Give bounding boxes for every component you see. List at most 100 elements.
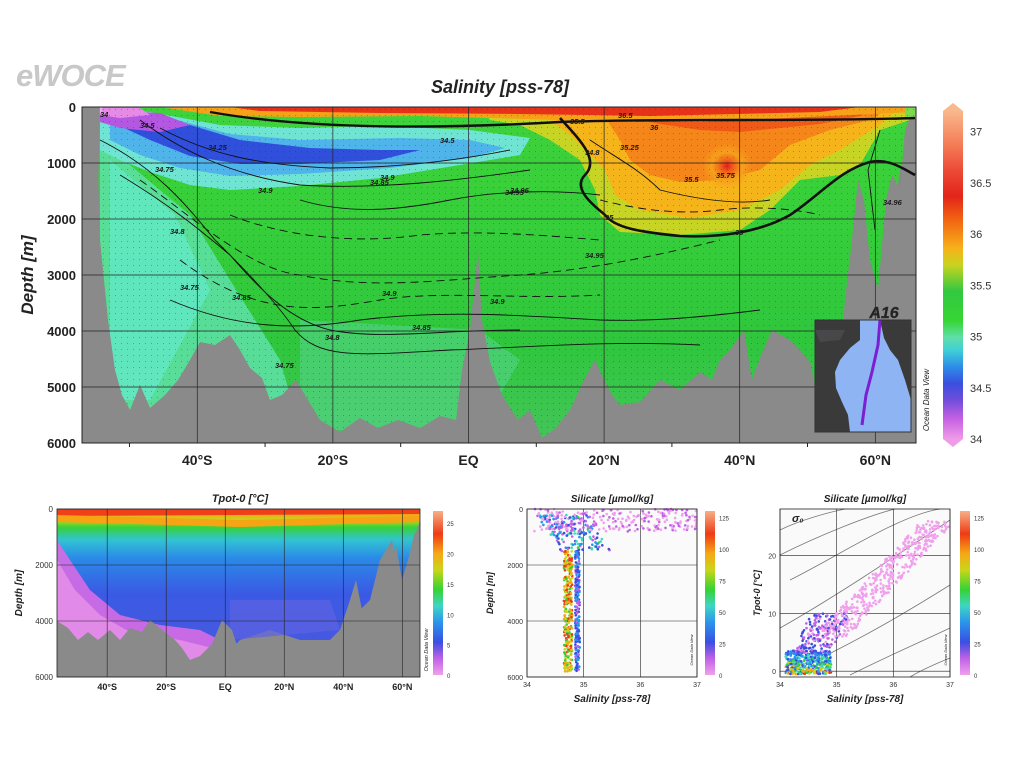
main-y-tick-label: 6000 [47, 436, 76, 451]
ts-point [927, 538, 930, 542]
ds-point [570, 565, 574, 568]
main-colorbar-tick: 36 [970, 229, 982, 241]
ts-point [824, 659, 828, 663]
ts-point [797, 666, 800, 670]
ds-point [563, 648, 567, 651]
ds-point [558, 525, 561, 529]
ts-point [879, 582, 883, 585]
svg-text:34.9: 34.9 [490, 297, 505, 306]
ts-point [925, 522, 928, 526]
ds-point [563, 564, 566, 568]
ds-point [586, 525, 589, 528]
ts-point [864, 610, 867, 614]
ds-point [629, 510, 632, 514]
ts-point [858, 596, 862, 599]
ts-point [791, 651, 795, 655]
ts-point [851, 617, 854, 621]
ds-point [539, 515, 542, 519]
ts-point [885, 584, 888, 588]
ds-point [577, 548, 580, 552]
ds-point [564, 618, 568, 621]
ds-point [567, 634, 570, 638]
ds-point [580, 538, 584, 542]
ts-point [918, 531, 922, 534]
ds-point [566, 550, 569, 554]
ts-point [800, 632, 804, 635]
temp-title: Tpot-0 [°C] [212, 493, 269, 505]
ds-point [632, 514, 636, 518]
ts-point [816, 666, 820, 670]
ts-point [901, 565, 904, 569]
ts-point [879, 568, 883, 571]
ts-point [813, 644, 817, 647]
ds-point [614, 519, 617, 523]
ds-point [570, 648, 574, 652]
ds-point [642, 512, 645, 515]
ts-point [817, 630, 820, 634]
ds-point [577, 618, 581, 622]
ds-point [564, 546, 568, 549]
ts-point [918, 535, 921, 539]
main-x-ticks: 40°S 20°S EQ 20°N 40°N 60°N [128, 443, 891, 468]
ds-point [547, 520, 550, 523]
ts-point [818, 639, 822, 642]
ds-point [588, 515, 591, 519]
ds-point [599, 540, 602, 543]
ts-point [888, 587, 892, 590]
ts-point [832, 632, 835, 635]
ds-point [575, 669, 578, 673]
ds-point [596, 547, 600, 551]
ds-point [552, 533, 556, 537]
ds-point [618, 512, 621, 515]
ds-point [564, 549, 567, 553]
ts-point [926, 519, 930, 523]
ts-point [829, 644, 832, 648]
ds-point [564, 629, 567, 633]
ds-point [674, 529, 677, 532]
ds-point [646, 526, 649, 530]
ds-point [602, 527, 605, 530]
ts-point [816, 663, 819, 666]
ds-point [578, 535, 581, 539]
ts-point [921, 533, 924, 536]
ts-point [868, 582, 872, 586]
ts-point [919, 552, 923, 556]
ds-odv-label: Ocean Data View [689, 633, 694, 665]
ds-point [577, 665, 581, 669]
temp-frame [56, 508, 421, 678]
ts-point [811, 657, 814, 660]
ts-point [908, 556, 911, 560]
ts-point [810, 642, 813, 646]
ds-point [571, 543, 575, 547]
ds-point [550, 527, 554, 530]
ts-point [808, 672, 811, 675]
temp-x-tick-label: EQ [219, 682, 232, 692]
ts-point [904, 554, 908, 557]
ds-point [608, 516, 611, 519]
ds-point [588, 535, 592, 539]
ts-point [929, 540, 933, 543]
ts-point [817, 620, 821, 623]
ts-point [858, 614, 862, 618]
ds-colorbar: 125 100 75 50 25 0 [705, 511, 730, 680]
ds-point [592, 509, 596, 512]
ts-point [815, 627, 819, 631]
main-contours [99, 119, 881, 355]
svg-text:34.5: 34.5 [440, 136, 455, 145]
ds-x-tick-label: 35 [580, 682, 588, 689]
ts-point [906, 565, 909, 568]
ts-point [792, 660, 795, 664]
ds-point [604, 529, 608, 533]
ts-point [837, 625, 841, 628]
ds-point [570, 600, 573, 603]
ts-point [902, 541, 905, 544]
ts-point [896, 576, 900, 579]
ds-point [539, 525, 542, 528]
ts-point [800, 650, 803, 653]
ts-point [822, 656, 826, 659]
ts-point [884, 557, 888, 561]
ds-point [573, 529, 576, 532]
ts-point [821, 629, 824, 633]
ds-point [562, 605, 566, 609]
ds-point [545, 514, 548, 517]
